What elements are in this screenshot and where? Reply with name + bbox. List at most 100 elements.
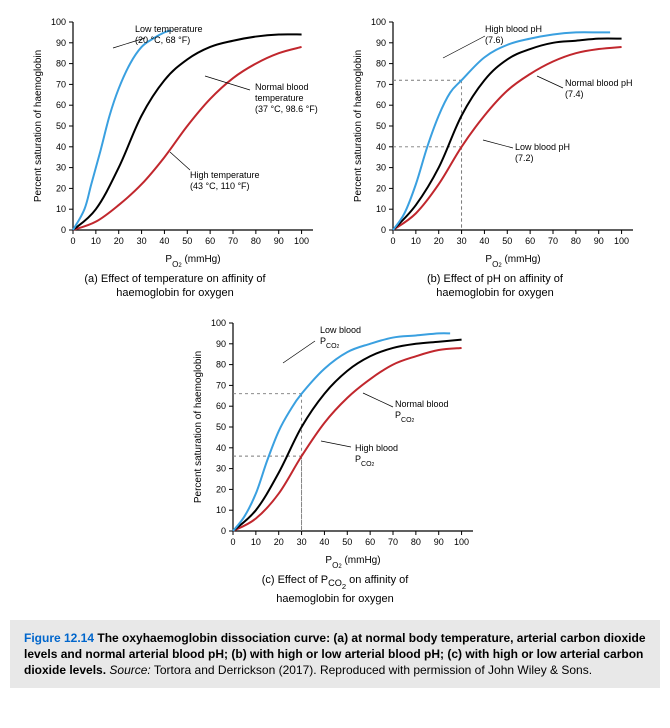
panel-c-caption-pre: (c) Effect of P	[262, 574, 328, 586]
svg-text:80: 80	[571, 236, 581, 246]
svg-text:High blood: High blood	[355, 443, 398, 453]
svg-text:(37 °C, 98.6 °F): (37 °C, 98.6 °F)	[255, 104, 318, 114]
svg-text:10: 10	[91, 236, 101, 246]
panel-b-caption-line2: haemoglobin for oxygen	[436, 287, 553, 299]
svg-text:80: 80	[251, 236, 261, 246]
svg-text:20: 20	[376, 183, 386, 193]
svg-text:PO2 (mmHg): PO2 (mmHg)	[165, 254, 220, 269]
svg-text:70: 70	[56, 79, 66, 89]
svg-text:70: 70	[376, 79, 386, 89]
svg-text:30: 30	[297, 537, 307, 547]
figure-source-label: Source:	[109, 663, 150, 677]
svg-text:Low temperature: Low temperature	[135, 24, 203, 34]
svg-text:PCO2: PCO2	[355, 454, 375, 468]
svg-text:100: 100	[211, 318, 226, 328]
svg-text:High temperature: High temperature	[190, 170, 260, 180]
svg-text:20: 20	[216, 484, 226, 494]
panel-b: 0102030405060708090100010203040506070809…	[345, 10, 645, 301]
svg-text:(7.6): (7.6)	[485, 35, 504, 45]
svg-text:PO2 (mmHg): PO2 (mmHg)	[325, 555, 380, 570]
svg-text:60: 60	[56, 100, 66, 110]
svg-text:0: 0	[381, 225, 386, 235]
svg-text:10: 10	[411, 236, 421, 246]
chart-b: 0102030405060708090100010203040506070809…	[345, 10, 645, 270]
svg-text:100: 100	[371, 17, 386, 27]
chart-a: 0102030405060708090100010203040506070809…	[25, 10, 325, 270]
svg-text:100: 100	[454, 537, 469, 547]
svg-text:90: 90	[56, 38, 66, 48]
svg-text:40: 40	[479, 236, 489, 246]
svg-text:PCO2: PCO2	[320, 336, 340, 350]
svg-text:50: 50	[182, 236, 192, 246]
svg-text:60: 60	[376, 100, 386, 110]
svg-text:temperature: temperature	[255, 93, 304, 103]
svg-text:0: 0	[221, 526, 226, 536]
panel-c-caption-line2: haemoglobin for oxygen	[276, 593, 393, 605]
svg-text:70: 70	[388, 537, 398, 547]
svg-text:10: 10	[376, 204, 386, 214]
svg-text:50: 50	[216, 422, 226, 432]
svg-text:High blood pH: High blood pH	[485, 24, 542, 34]
svg-text:60: 60	[525, 236, 535, 246]
svg-text:80: 80	[411, 537, 421, 547]
svg-text:0: 0	[61, 225, 66, 235]
svg-text:0: 0	[230, 537, 235, 547]
svg-text:30: 30	[457, 236, 467, 246]
svg-text:80: 80	[56, 59, 66, 69]
svg-text:50: 50	[376, 121, 386, 131]
svg-text:PO2 (mmHg): PO2 (mmHg)	[485, 254, 540, 269]
svg-text:30: 30	[56, 163, 66, 173]
charts-grid: 0102030405060708090100010203040506070809…	[10, 10, 660, 606]
svg-text:Percent saturation of haemoglo: Percent saturation of haemoglobin	[353, 50, 364, 202]
svg-text:20: 20	[434, 236, 444, 246]
svg-text:Low blood pH: Low blood pH	[515, 142, 570, 152]
svg-text:20: 20	[114, 236, 124, 246]
figure-source-text: Tortora and Derrickson (2017). Reproduce…	[151, 663, 592, 677]
svg-text:(7.2): (7.2)	[515, 153, 534, 163]
panel-a-caption: (a) Effect of temperature on affinity of…	[25, 272, 325, 301]
svg-text:40: 40	[216, 442, 226, 452]
svg-text:30: 30	[376, 163, 386, 173]
svg-text:10: 10	[56, 204, 66, 214]
svg-text:0: 0	[390, 236, 395, 246]
svg-text:Normal blood: Normal blood	[395, 399, 449, 409]
svg-text:50: 50	[502, 236, 512, 246]
svg-text:(20 °C, 68 °F): (20 °C, 68 °F)	[135, 35, 190, 45]
svg-text:Low blood: Low blood	[320, 325, 361, 335]
svg-text:60: 60	[216, 401, 226, 411]
svg-text:50: 50	[342, 537, 352, 547]
svg-text:Normal blood pH: Normal blood pH	[565, 78, 633, 88]
svg-text:100: 100	[51, 17, 66, 27]
svg-text:40: 40	[56, 142, 66, 152]
svg-text:90: 90	[216, 338, 226, 348]
svg-text:100: 100	[614, 236, 629, 246]
svg-text:0: 0	[70, 236, 75, 246]
svg-text:30: 30	[216, 463, 226, 473]
svg-text:50: 50	[56, 121, 66, 131]
figure-number: Figure 12.14	[24, 631, 94, 645]
svg-text:70: 70	[548, 236, 558, 246]
panel-c-caption-post: on affinity of	[346, 574, 408, 586]
svg-text:20: 20	[274, 537, 284, 547]
svg-text:100: 100	[294, 236, 309, 246]
svg-text:40: 40	[159, 236, 169, 246]
svg-text:Percent saturation of haemoglo: Percent saturation of haemoglobin	[33, 50, 44, 202]
svg-text:40: 40	[376, 142, 386, 152]
svg-text:Percent saturation of haemoglo: Percent saturation of haemoglobin	[193, 350, 204, 502]
panel-c: 0102030405060708090100010203040506070809…	[185, 311, 485, 606]
svg-text:30: 30	[137, 236, 147, 246]
svg-text:70: 70	[228, 236, 238, 246]
svg-text:(7.4): (7.4)	[565, 89, 584, 99]
panel-a: 0102030405060708090100010203040506070809…	[25, 10, 325, 301]
panel-a-caption-line2: haemoglobin for oxygen	[116, 287, 233, 299]
panel-c-caption-sub: CO	[328, 578, 342, 588]
svg-text:PCO2: PCO2	[395, 410, 415, 424]
svg-text:80: 80	[216, 359, 226, 369]
svg-text:90: 90	[274, 236, 284, 246]
svg-text:80: 80	[376, 59, 386, 69]
svg-text:60: 60	[205, 236, 215, 246]
svg-text:90: 90	[434, 537, 444, 547]
figure-caption: Figure 12.14 The oxyhaemoglobin dissocia…	[10, 620, 660, 689]
panel-a-caption-line1: (a) Effect of temperature on affinity of	[84, 273, 265, 285]
panel-c-caption: (c) Effect of PCO2 on affinity of haemog…	[185, 573, 485, 606]
